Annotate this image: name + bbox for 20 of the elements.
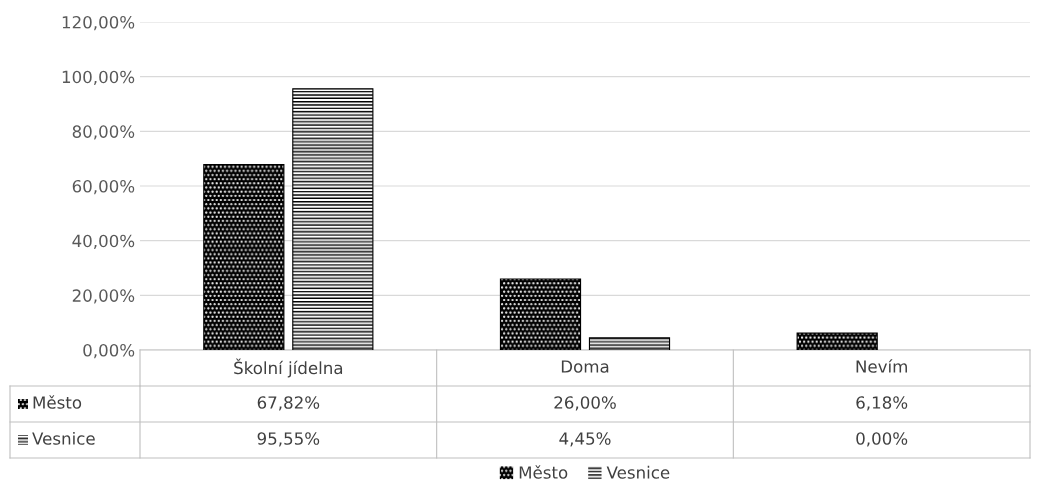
data-label: 95,55% bbox=[257, 432, 320, 447]
legend-label: Vesnice bbox=[606, 465, 670, 479]
x-tick-label: Doma bbox=[561, 360, 609, 373]
text: Vesnice bbox=[32, 431, 95, 445]
legend-label: Město bbox=[519, 465, 568, 479]
y-tick-label: 80,00% bbox=[72, 125, 135, 140]
y-tick-label: 0,00% bbox=[83, 343, 135, 359]
y-tick-label: 100,00% bbox=[62, 70, 135, 85]
y-tick-label: 20,00% bbox=[72, 289, 135, 304]
y-tick-label: 40,00% bbox=[72, 234, 135, 249]
y-tick-label: 60,00% bbox=[72, 179, 135, 195]
text: Město bbox=[33, 395, 82, 409]
y-tick-label: 120,00% bbox=[62, 15, 135, 31]
data-label: 0,00% bbox=[856, 432, 908, 447]
data-label: 26,00% bbox=[554, 396, 616, 411]
data-label: 67,82% bbox=[257, 396, 320, 411]
data-label: 4,45% bbox=[559, 432, 611, 447]
data-label: 6,18% bbox=[856, 396, 908, 411]
x-tick-label: Školní jídelna bbox=[234, 358, 343, 378]
x-tick-label: Nevím bbox=[856, 359, 907, 373]
